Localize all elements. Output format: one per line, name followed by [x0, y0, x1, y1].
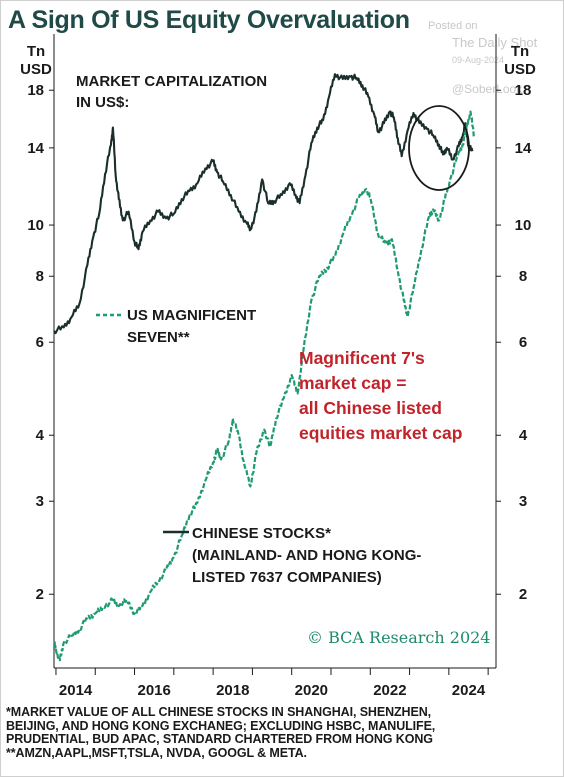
y-tick-label-right: 3 [519, 493, 527, 510]
legend-label-magnificent-seven: US MAGNIFICENT [127, 307, 256, 324]
y-unit-right: USD [504, 61, 536, 78]
y-unit-left: Tn [27, 43, 45, 60]
footnote-line: BEIJING, AND HONG KONG EXCHANEG; EXCLUDI… [6, 718, 436, 733]
x-tick-label: 2014 [59, 682, 93, 699]
x-tick-label: 2024 [452, 682, 486, 699]
annotations: MARKET CAPITALIZATION IN US$: US MAGNIFICE… [76, 73, 490, 647]
y-unit-left: USD [20, 61, 52, 78]
y-tick-label-right: 2 [519, 586, 527, 603]
y-tick-label-left: 14 [27, 140, 44, 157]
annotation-market-cap: MARKET CAPITALIZATION [76, 73, 267, 90]
highlight-callout: Magnificent 7's [299, 348, 425, 368]
y-tick-label-left: 10 [27, 217, 44, 234]
x-tick-label: 2022 [373, 682, 406, 699]
footnote-line: **AMZN,AAPL,MSFT,TSLA, NVDA, GOOGL & MET… [6, 745, 307, 760]
watermark-handle: @SoberLook [452, 82, 523, 96]
y-tick-label-left: 3 [36, 493, 44, 510]
highlight-circle [408, 105, 470, 191]
x-tick-label: 2016 [137, 682, 170, 699]
watermark-source: The Daily Shot [452, 35, 538, 50]
y-tick-label-right: 6 [519, 334, 527, 351]
legend-label-chinese-stocks: LISTED 7637 COMPANIES) [192, 569, 382, 586]
y-tick-label-right: 18 [515, 82, 532, 99]
legend-label-chinese-stocks: (MAINLAND- AND HONG KONG- [192, 547, 421, 564]
legend-label-magnificent-seven: SEVEN** [127, 329, 190, 346]
y-tick-label-left: 6 [36, 334, 44, 351]
y-tick-label-right: 10 [515, 217, 532, 234]
footnote-line: PRUDENTIAL, BUD APAC, STANDARD CHARTERED… [6, 732, 433, 747]
x-tick-label: 2018 [216, 682, 249, 699]
chart-title: A Sign Of US Equity Overvaluation [8, 6, 410, 34]
y-tick-label-left: 8 [36, 268, 44, 285]
y-tick-label-right: 8 [519, 268, 527, 285]
watermark-posted-on: Posted on [428, 20, 478, 32]
legend-label-chinese-stocks: CHINESE STOCKS* [192, 525, 331, 542]
x-axis: 2014 2016 2018 2020 2022 2024 [55, 668, 489, 699]
highlight-callout: equities market cap [299, 423, 462, 443]
watermark-date: 09-Aug-2024 [452, 55, 505, 65]
series-layer [52, 73, 476, 662]
y-unit-right: Tn [511, 43, 529, 60]
y-tick-label-left: 18 [27, 82, 44, 99]
series-line-magnificent-seven [52, 110, 476, 662]
y-tick-label-right: 14 [515, 140, 532, 157]
copyright-text: © BCA Research 2024 [307, 628, 490, 647]
x-tick-label: 2020 [295, 682, 328, 699]
annotation-market-cap: IN US$: [76, 94, 129, 111]
highlight-callout: all Chinese listed [299, 398, 442, 418]
highlight-callout: market cap = [299, 373, 407, 393]
footnotes: *MARKET VALUE OF ALL CHINESE STOCKS IN S… [6, 705, 558, 760]
y-tick-label-right: 4 [519, 427, 528, 444]
y-tick-label-left: 4 [36, 427, 45, 444]
series-line-chinese-stocks [53, 73, 474, 335]
footnote-line: *MARKET VALUE OF ALL CHINESE STOCKS IN S… [6, 705, 432, 719]
plot-area [53, 34, 497, 669]
y-tick-label-left: 2 [36, 586, 44, 603]
